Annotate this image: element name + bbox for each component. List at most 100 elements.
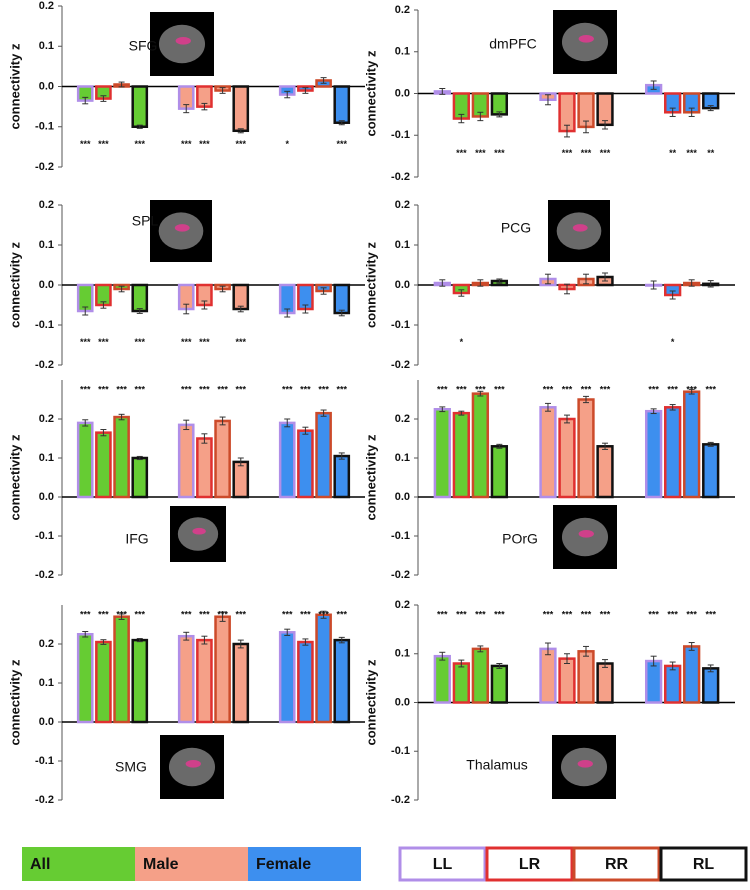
error-bar bbox=[458, 113, 465, 124]
bar bbox=[278, 421, 296, 499]
bar bbox=[333, 283, 351, 315]
y-tick-label: -0.2 bbox=[391, 359, 410, 371]
error-bar bbox=[602, 659, 609, 668]
error-bar bbox=[544, 402, 551, 412]
significance: *** bbox=[98, 609, 109, 619]
y-tick-label: -0.2 bbox=[391, 569, 410, 581]
y-tick-label: 0.0 bbox=[39, 279, 54, 291]
bar bbox=[177, 634, 195, 724]
brain-highlight bbox=[174, 224, 190, 232]
y-tick-label: 0.0 bbox=[395, 491, 410, 503]
bar bbox=[664, 664, 682, 704]
error-bar bbox=[284, 90, 291, 99]
error-bar bbox=[201, 300, 208, 310]
significance: *** bbox=[494, 148, 505, 158]
error-bar bbox=[201, 433, 208, 444]
y-tick-label: 0.1 bbox=[39, 239, 54, 251]
legend-label: All bbox=[30, 856, 50, 873]
significance: *** bbox=[437, 384, 448, 394]
y-tick-label: 0.2 bbox=[39, 0, 54, 12]
error-bar bbox=[338, 120, 345, 126]
error-bar bbox=[650, 655, 657, 667]
brain-highlight bbox=[578, 34, 594, 43]
y-tick-label: 0.2 bbox=[39, 199, 54, 211]
significance: *** bbox=[236, 609, 247, 619]
significance: *** bbox=[199, 139, 210, 149]
brain-highlight bbox=[192, 527, 206, 535]
significance: *** bbox=[236, 337, 247, 347]
error-bar bbox=[183, 419, 190, 431]
significance: *** bbox=[456, 384, 467, 394]
bar bbox=[76, 633, 94, 724]
error-bar bbox=[544, 273, 551, 285]
error-bar bbox=[183, 631, 190, 641]
y-axis-label: connectivity z bbox=[363, 50, 378, 136]
error-bar bbox=[219, 416, 226, 426]
error-bar bbox=[201, 102, 208, 111]
error-bar bbox=[320, 77, 327, 84]
bar bbox=[577, 650, 595, 704]
error-bar bbox=[563, 124, 570, 138]
bar bbox=[214, 419, 231, 499]
y-tick-label: -0.1 bbox=[35, 319, 54, 331]
error-bar bbox=[338, 309, 345, 317]
significance: *** bbox=[199, 384, 210, 394]
error-bar bbox=[707, 441, 714, 447]
significance: *** bbox=[135, 609, 146, 619]
significance: ** bbox=[669, 148, 677, 158]
bar bbox=[131, 638, 149, 724]
bar bbox=[471, 392, 489, 499]
significance: *** bbox=[562, 609, 573, 619]
significance: *** bbox=[236, 139, 247, 149]
error-bar bbox=[583, 120, 590, 134]
bar bbox=[113, 615, 130, 724]
error-bar bbox=[496, 278, 503, 284]
bar bbox=[131, 456, 149, 499]
error-bar bbox=[602, 120, 609, 130]
significance: *** bbox=[456, 609, 467, 619]
error-bar bbox=[183, 104, 190, 114]
y-axis-label: connectivity z bbox=[363, 242, 378, 328]
significance: *** bbox=[318, 609, 329, 619]
error-bar bbox=[302, 638, 309, 646]
bar bbox=[232, 85, 250, 133]
bar bbox=[490, 664, 509, 704]
significance: *** bbox=[562, 148, 573, 158]
significance: *** bbox=[494, 609, 505, 619]
error-bar bbox=[302, 87, 309, 94]
legend-label: LL bbox=[433, 856, 453, 873]
y-axis-label: connectivity z bbox=[7, 43, 22, 129]
y-tick-label: 0.0 bbox=[395, 279, 410, 291]
significance: *** bbox=[543, 384, 554, 394]
y-tick-label: 0.0 bbox=[39, 716, 54, 728]
y-tick-label: -0.1 bbox=[35, 755, 54, 767]
significance: *** bbox=[705, 609, 716, 619]
y-tick-label: 0.1 bbox=[395, 239, 410, 251]
error-bar bbox=[458, 289, 465, 297]
bar bbox=[683, 390, 701, 499]
error-bar bbox=[284, 628, 291, 636]
bar bbox=[131, 85, 149, 128]
y-tick-label: 0.1 bbox=[39, 40, 54, 52]
panel: -0.2 -0.1 0.0 0.1 0.2 connectivity z IFG *** ***… bbox=[7, 380, 365, 581]
brain-highlight bbox=[185, 759, 201, 768]
significance: *** bbox=[80, 384, 91, 394]
region-title: Thalamus bbox=[466, 757, 527, 773]
y-tick-label: -0.1 bbox=[391, 530, 410, 542]
error-bar bbox=[602, 272, 609, 282]
bar bbox=[539, 406, 557, 499]
y-tick-label: 0.2 bbox=[395, 199, 410, 211]
error-bar bbox=[237, 128, 244, 134]
panel: -0.2 -0.1 0.0 0.1 0.2 connectivity z SMG *** ***… bbox=[7, 605, 365, 806]
region-title: SFG bbox=[129, 38, 158, 54]
region-title: dmPFC bbox=[489, 36, 536, 52]
error-bar bbox=[544, 642, 551, 656]
significance: *** bbox=[116, 384, 127, 394]
significance: *** bbox=[181, 337, 192, 347]
significance: *** bbox=[456, 148, 467, 158]
y-tick-label: 0.1 bbox=[395, 648, 410, 660]
significance: *** bbox=[282, 609, 293, 619]
significance: *** bbox=[300, 384, 311, 394]
error-bar bbox=[583, 273, 590, 285]
